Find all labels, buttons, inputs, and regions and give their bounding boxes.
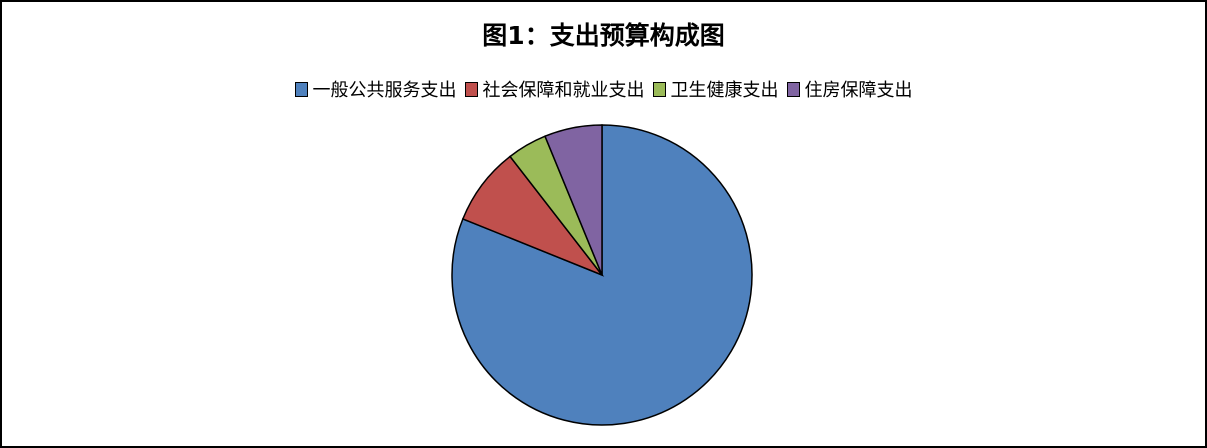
chart-title: 图1：支出预算构成图 <box>482 21 725 50</box>
legend-label: 住房保障支出 <box>804 80 913 101</box>
legend: 一般公共服务支出 社会保障和就业支出 卫生健康支出 住房保障支出 <box>2 76 1205 102</box>
legend-label: 卫生健康支出 <box>670 80 779 101</box>
legend-item: 卫生健康支出 <box>652 76 779 102</box>
legend-item: 住房保障支出 <box>786 76 913 102</box>
legend-swatch <box>464 81 478 97</box>
legend-label: 一般公共服务支出 <box>312 80 457 101</box>
pie-slice <box>544 124 603 276</box>
legend-swatch <box>652 81 666 97</box>
legend-swatch <box>294 81 308 97</box>
legend-item: 一般公共服务支出 <box>294 76 457 102</box>
legend-label: 社会保障和就业支出 <box>482 80 645 101</box>
legend-swatch <box>786 81 800 97</box>
legend-item: 社会保障和就业支出 <box>464 76 645 102</box>
